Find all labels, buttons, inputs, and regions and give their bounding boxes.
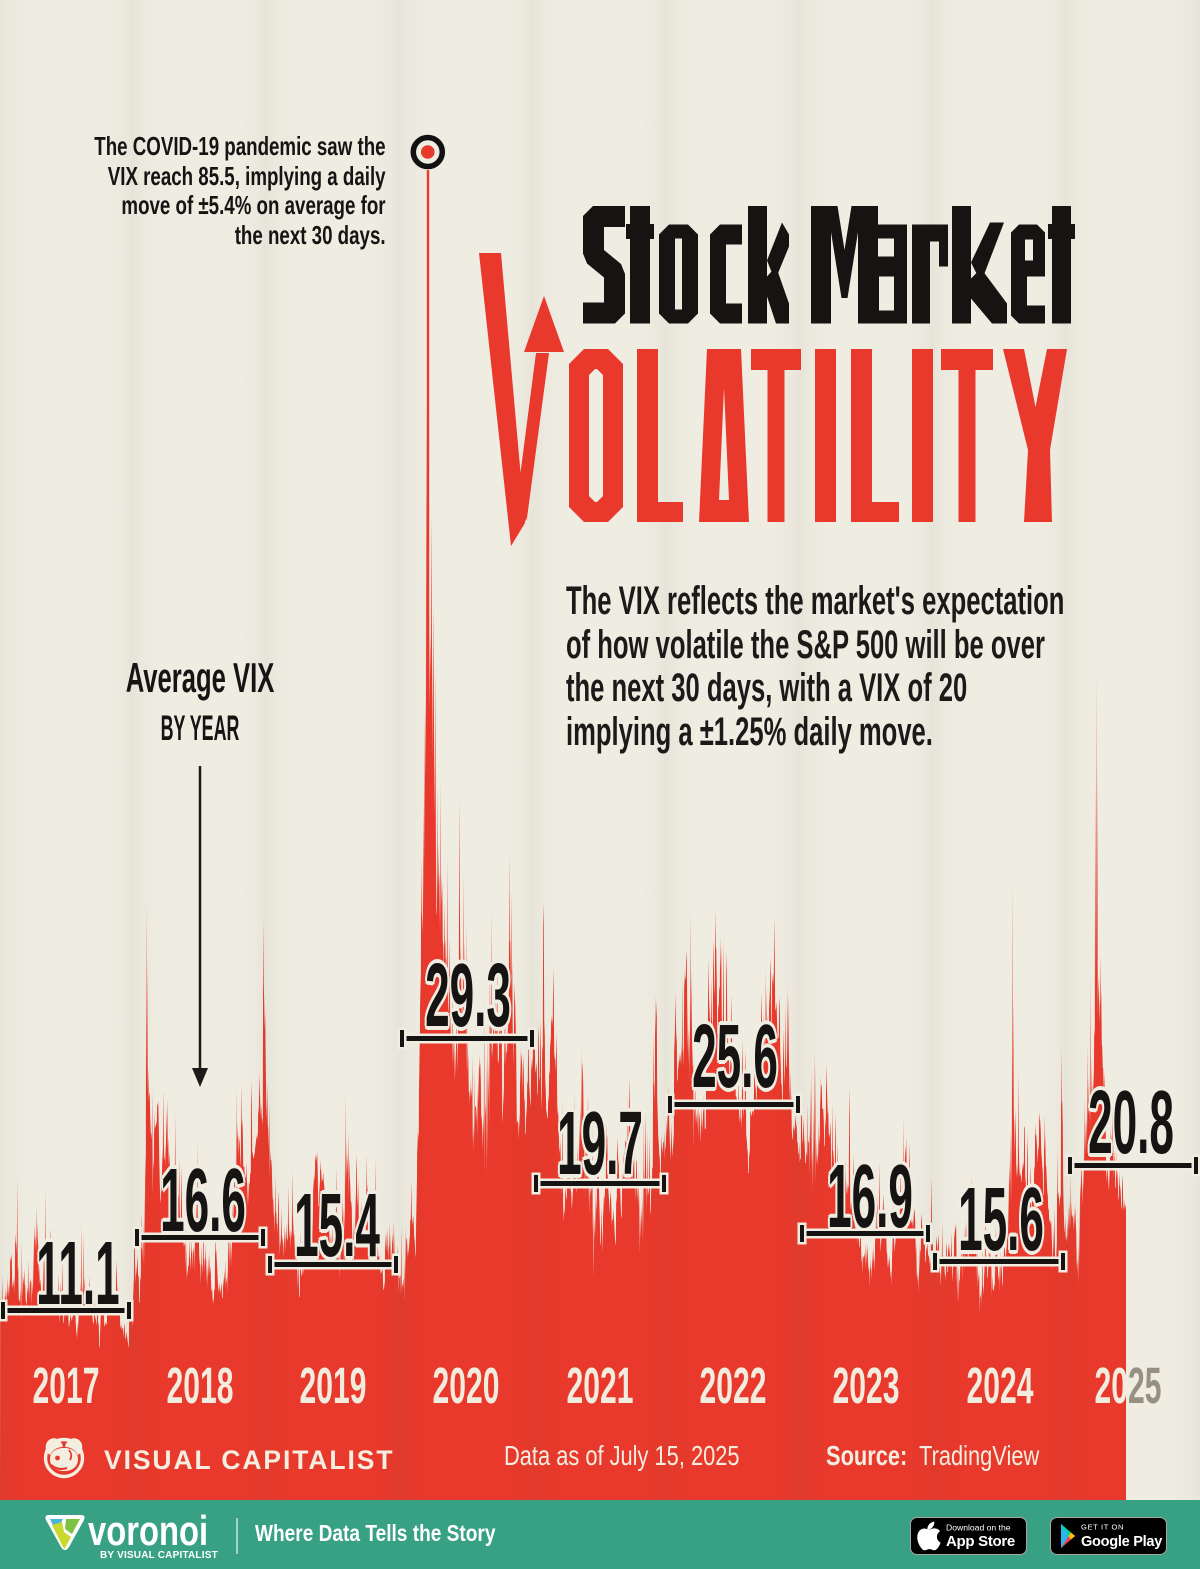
svg-text:App Store: App Store (946, 1533, 1015, 1550)
svg-text:Download on the: Download on the (946, 1523, 1011, 1533)
svg-text:GET IT ON: GET IT ON (1081, 1523, 1124, 1532)
svg-text:Google Play: Google Play (1081, 1534, 1163, 1550)
